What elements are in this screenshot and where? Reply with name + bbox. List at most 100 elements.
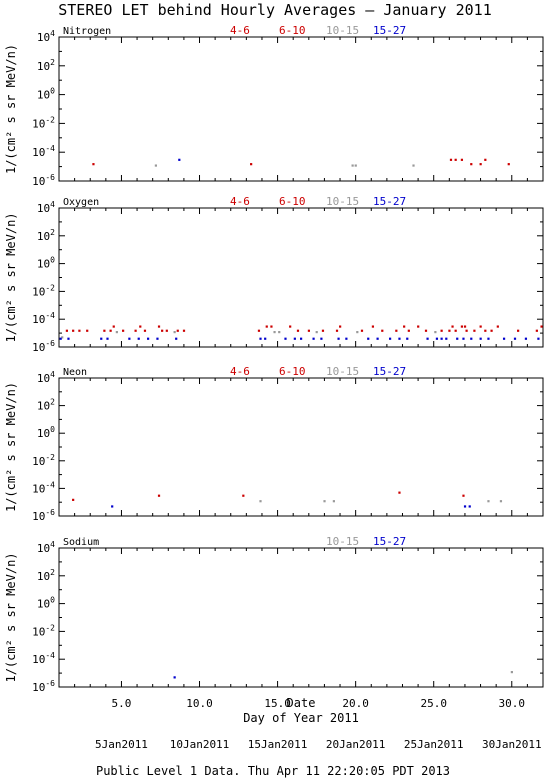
data-point	[320, 337, 323, 340]
data-point	[112, 325, 115, 328]
data-point	[426, 337, 429, 340]
data-point	[465, 329, 468, 332]
data-point	[479, 337, 482, 340]
data-point	[300, 337, 303, 340]
data-point	[403, 325, 406, 328]
panels: 104 102 100 10-2 10-4 10-6 1/(cm² s sr MeV/n) N…	[4, 24, 544, 694]
data-point	[354, 164, 357, 167]
x-axis: 5.0 10.0 15.0 20.0 25.0 30.0 Day of Year 2011D…	[95, 696, 542, 751]
data-point	[293, 337, 296, 340]
data-point	[462, 337, 465, 340]
data-point	[315, 330, 318, 334]
data-point	[92, 163, 95, 166]
legend-6-10: 6-10	[279, 365, 306, 378]
data-point	[257, 329, 261, 332]
element-label: Neon	[63, 367, 87, 378]
data-point	[487, 337, 490, 340]
panel-sodium: 104 102 100 10-2 10-4 10-6 1/(cm² s sr MeV/n) S…	[4, 535, 544, 694]
data-point	[106, 337, 109, 340]
y-tick-label: 100	[37, 596, 55, 611]
data-point	[86, 329, 89, 332]
plot-frame	[58, 547, 544, 688]
legend-4-6: 4-6	[230, 365, 250, 378]
data-point	[109, 329, 112, 332]
data-point	[265, 325, 268, 328]
data-point	[111, 505, 114, 508]
data-point	[463, 325, 467, 328]
y-tick-label: 10-6	[32, 339, 55, 354]
data-point	[417, 325, 420, 328]
data-point	[173, 676, 176, 679]
data-point	[388, 337, 392, 340]
data-point	[332, 500, 335, 503]
data-point	[454, 158, 457, 161]
legend-6-10: 6-10	[279, 195, 306, 208]
data-point	[376, 337, 379, 340]
data-point	[440, 337, 443, 340]
y-tick-label: 104	[37, 200, 55, 215]
data-point	[479, 325, 482, 328]
data-point	[128, 337, 131, 340]
data-point	[143, 329, 147, 332]
data-point	[435, 337, 439, 340]
data-point	[157, 325, 161, 328]
data-point	[490, 329, 493, 332]
legend-10-15: 10-15	[326, 24, 359, 37]
data-point	[381, 329, 384, 332]
data-point	[296, 329, 300, 332]
x-tick-label: 30.0	[499, 697, 526, 710]
data-point	[270, 325, 273, 328]
data-point	[323, 500, 326, 503]
date-tick-label: 15Jan2011	[248, 738, 308, 751]
y-tick-label: 10-2	[32, 115, 55, 130]
data-point	[337, 337, 340, 340]
data-point	[499, 500, 503, 503]
y-tick-label: 104	[37, 370, 55, 385]
legend-15-27: 15-27	[373, 535, 406, 548]
data-point	[161, 329, 164, 332]
data-point	[451, 325, 454, 328]
data-point	[524, 337, 528, 340]
date-tick-label: 5Jan2011	[95, 738, 148, 751]
data-point	[463, 505, 467, 508]
data-point	[460, 158, 464, 161]
y-tick-label: 104	[37, 29, 55, 44]
data-point	[115, 330, 118, 334]
data-point	[178, 158, 181, 161]
data-point	[78, 329, 81, 332]
chart-title: STEREO LET behind Hourly Averages – Janu…	[58, 1, 491, 19]
element-label: Oxygen	[63, 197, 99, 208]
legend-4-6: 4-6	[230, 24, 250, 37]
data-point	[307, 329, 311, 332]
date-tick-label: 20Jan2011	[326, 738, 386, 751]
data-point	[137, 337, 140, 340]
y-tick-label: 102	[37, 398, 55, 413]
data-point	[484, 329, 487, 332]
y-tick-label: 100	[37, 256, 55, 271]
data-point	[154, 164, 157, 167]
data-point	[165, 329, 168, 332]
y-tick-label: 10-6	[32, 679, 55, 694]
y-tick-label: 104	[37, 540, 55, 555]
element-label: Sodium	[63, 537, 99, 548]
data-point	[484, 158, 487, 161]
data-point	[139, 325, 142, 328]
data-point	[460, 325, 464, 328]
data-point	[335, 329, 339, 332]
element-label: Nitrogen	[63, 26, 111, 37]
data-point	[398, 491, 401, 494]
data-point	[454, 329, 457, 332]
plot-frame	[58, 36, 544, 182]
y-tick-label: 10-2	[32, 283, 55, 298]
data-point	[395, 329, 398, 332]
data-point	[470, 163, 473, 166]
data-point	[278, 330, 281, 334]
data-point	[259, 500, 262, 503]
plot-frame	[58, 377, 544, 517]
data-point	[345, 337, 348, 340]
data-point	[470, 337, 473, 340]
data-point	[356, 330, 359, 334]
data-point	[535, 329, 538, 332]
data-point	[156, 337, 159, 340]
y-tick-label: 10-2	[32, 623, 55, 638]
